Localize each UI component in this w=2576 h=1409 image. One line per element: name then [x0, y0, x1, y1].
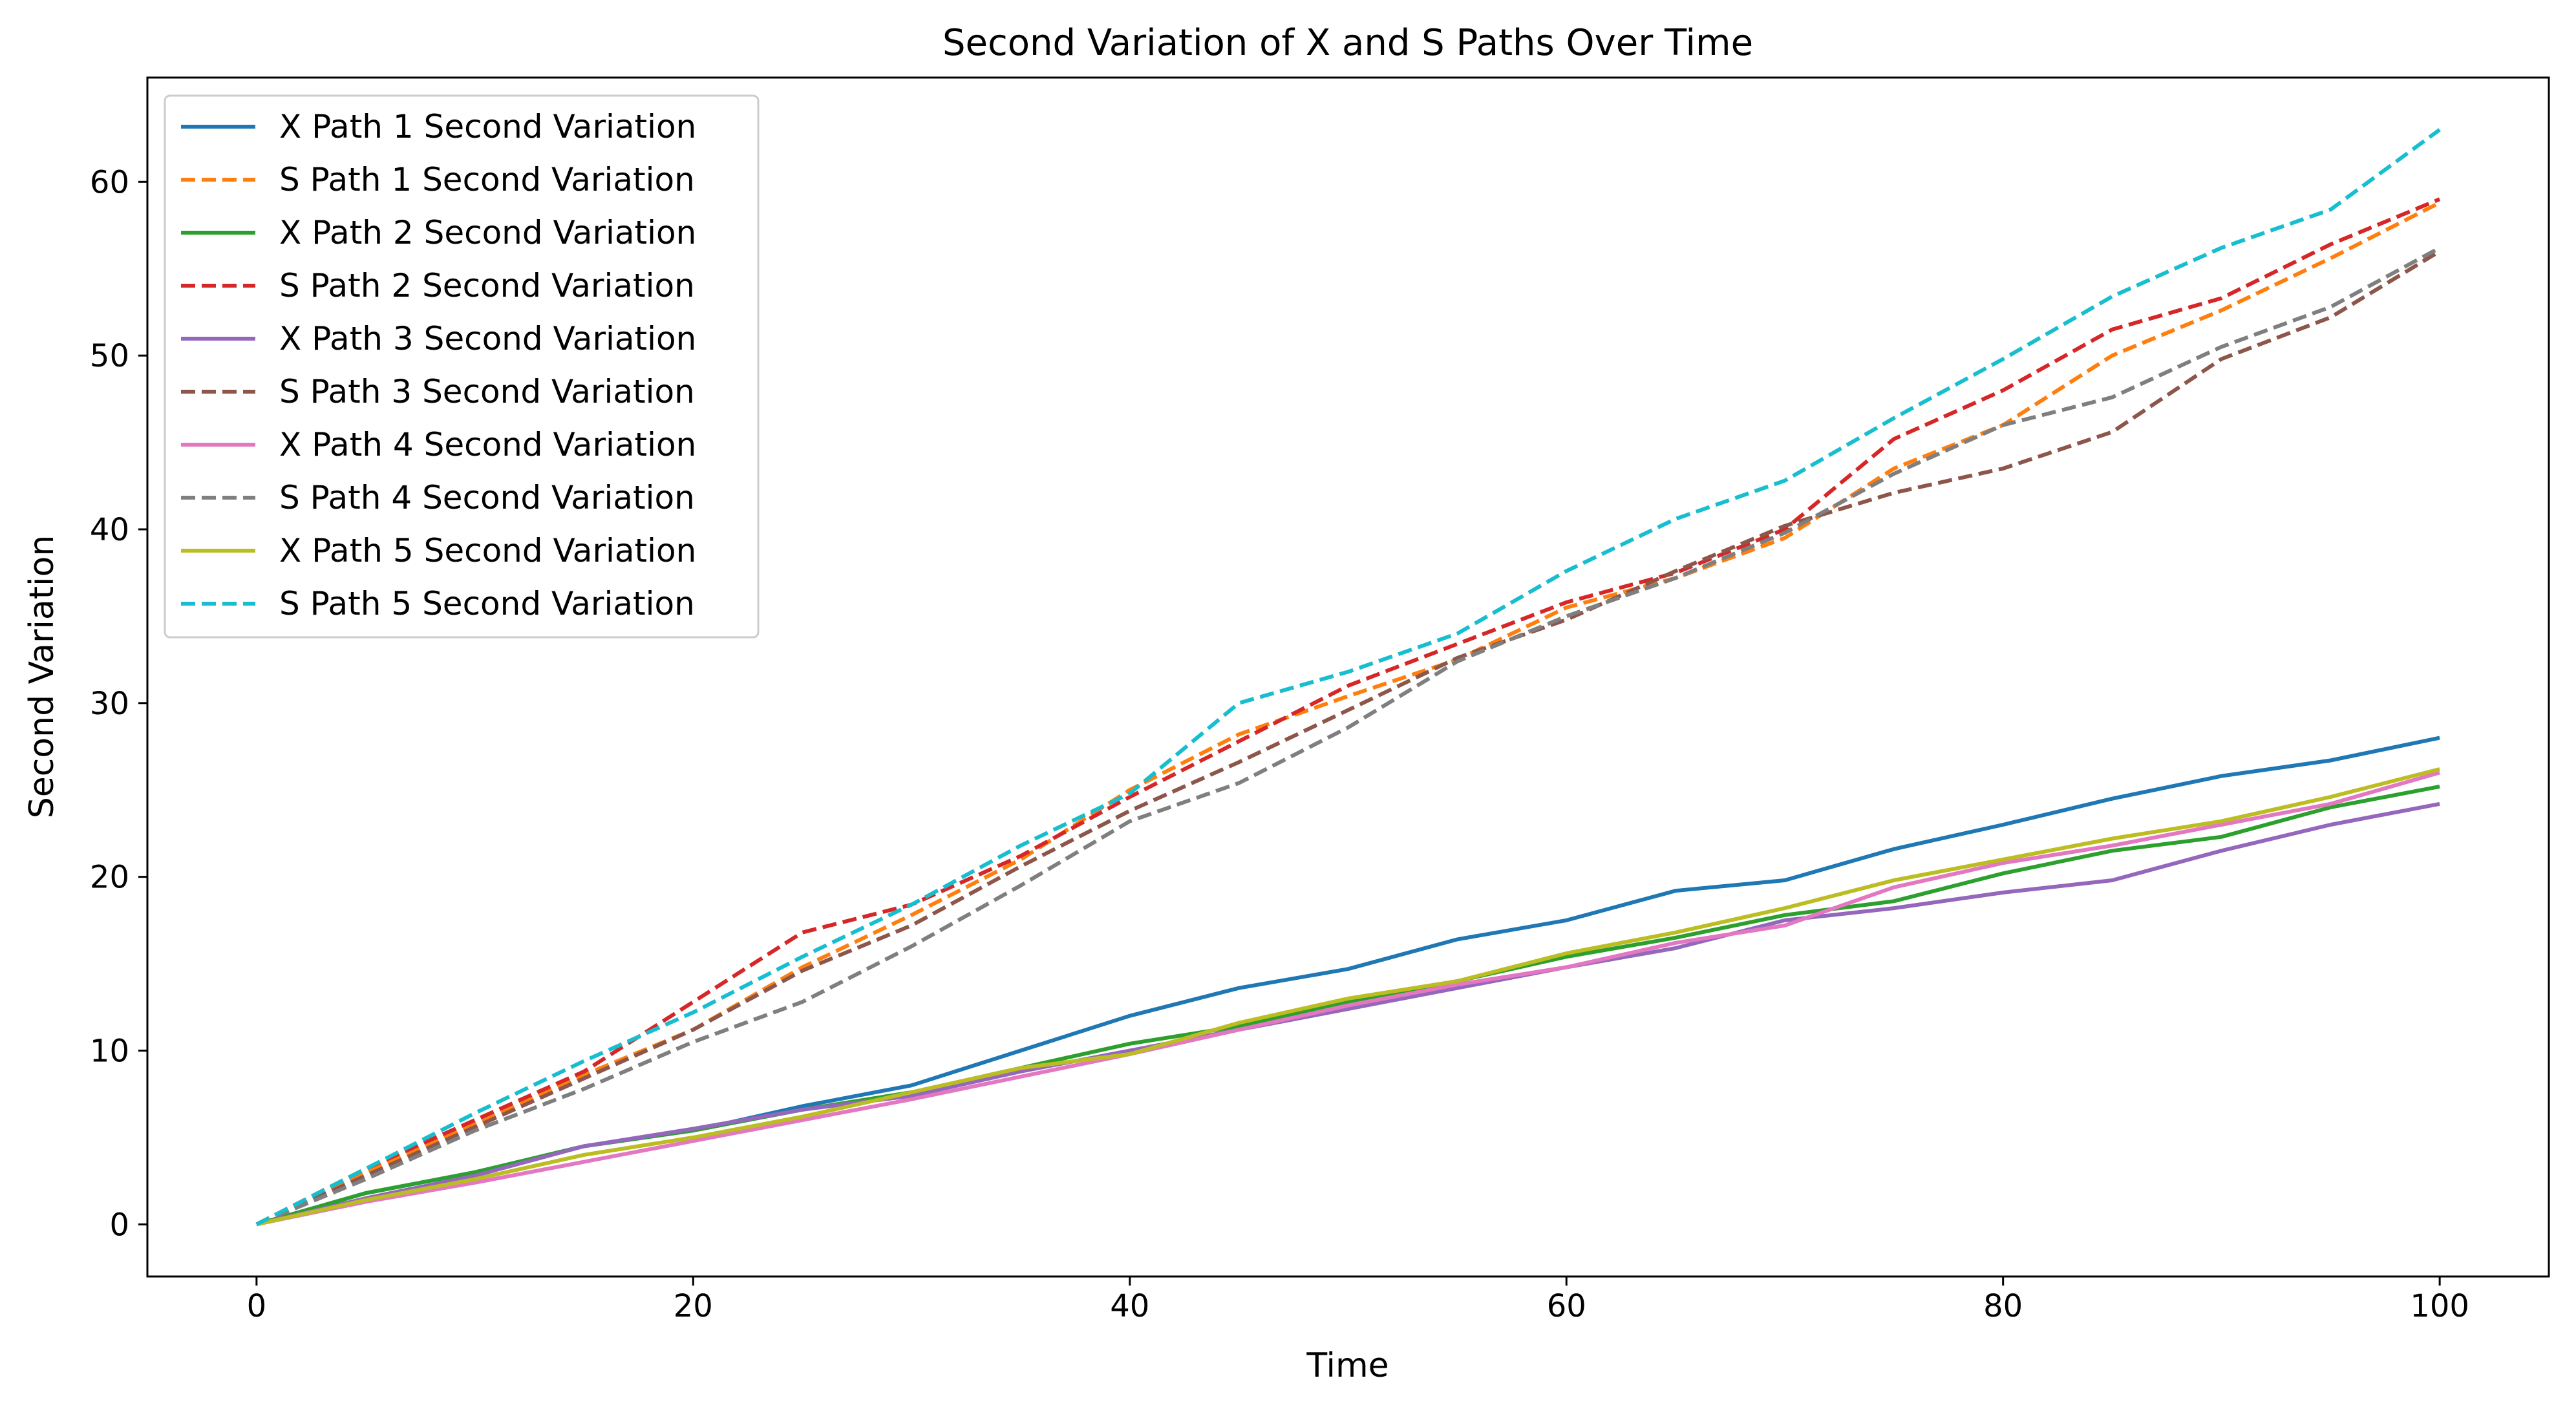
legend-label-5: X Path 3 Second Variation	[279, 320, 696, 357]
x-tick-label: 40	[1110, 1288, 1149, 1324]
x-tick-label: 100	[2410, 1288, 2469, 1324]
x-tick-label: 0	[247, 1288, 267, 1324]
legend-label-4: S Path 2 Second Variation	[279, 267, 695, 304]
legend-label-2: S Path 1 Second Variation	[279, 161, 695, 198]
plot-area-frame	[146, 76, 2550, 1278]
y-tick-label: 0	[109, 1207, 129, 1243]
y-tick-label: 50	[90, 338, 129, 374]
y-tick-label: 60	[90, 164, 129, 200]
chart-title: Second Variation of X and S Paths Over T…	[942, 22, 1753, 64]
legend-label-3: X Path 2 Second Variation	[279, 214, 696, 251]
legend-label-7: X Path 4 Second Variation	[279, 426, 696, 463]
y-axis-label: Second Variation	[23, 535, 61, 819]
x-tick-label: 60	[1547, 1288, 1586, 1324]
legend-label-1: X Path 1 Second Variation	[279, 108, 696, 145]
series-line-6	[255, 249, 2441, 1227]
x-tick-label: 80	[1983, 1288, 2023, 1324]
y-tick-label: 30	[90, 686, 129, 722]
x-tick-label: 20	[674, 1288, 713, 1324]
legend-box	[164, 94, 760, 639]
legend: X Path 1 Second Variation S Path 1 Second…	[164, 94, 760, 639]
series-line-10	[255, 128, 2441, 1226]
legend-label-8: S Path 4 Second Variation	[279, 479, 695, 516]
x-axis-label: Time	[1306, 1346, 1389, 1385]
legend-label-10: S Path 5 Second Variation	[279, 585, 695, 622]
legend-label-9: X Path 5 Second Variation	[279, 532, 696, 569]
y-tick-label: 40	[90, 512, 129, 548]
series-line-4	[255, 197, 2441, 1226]
series-line-5	[256, 801, 2440, 1227]
series-line-8	[255, 246, 2441, 1227]
y-tick-label: 10	[90, 1033, 129, 1070]
series-lines	[255, 128, 2441, 1227]
series-line-9	[256, 767, 2440, 1227]
axes: 0 20 40 60 80 100 0 10 20 30 40 50 60	[90, 164, 2469, 1324]
legend-label-6: S Path 3 Second Variation	[279, 373, 695, 410]
y-tick-label: 20	[90, 860, 129, 896]
series-line-2	[255, 200, 2441, 1227]
series-line-7	[256, 770, 2440, 1227]
